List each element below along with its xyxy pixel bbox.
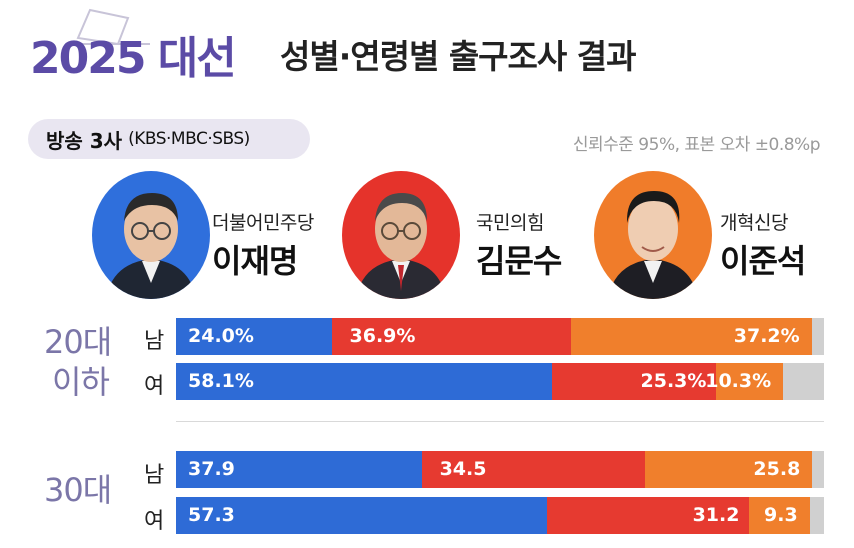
bar-segment-seg-kim-moonsoo: 25.3% [552,363,717,400]
data-label: 36.9% [349,325,416,347]
bar-segment-seg-lee-jaemyung: 37.9 [176,451,422,488]
candidate-photo-lee-jaemyung [92,171,210,299]
bar-row-30s-female: 57.3 31.2 9.3 [176,497,824,534]
age-group-20s-label: 20대 이하 [44,322,112,402]
broadcasters-badge: 방송 3사 (KBS·MBC·SBS) [28,119,310,159]
data-label: 31.2 [692,504,740,526]
bar-segment-seg-kim-moonsoo: 31.2 [547,497,750,534]
bar-row-20s-female: 58.1% 25.3% 10.3% [176,363,824,400]
candidate-3-party: 개혁신당 [720,212,788,234]
bar-row-20s-male: 24.0% 36.9% 37.2% [176,318,824,355]
age-group-20s-line1: 20대 [44,323,112,361]
candidate-3-name: 이준석 [720,242,806,280]
bar-segment-other [809,497,824,534]
data-label: 9.3 [764,504,798,526]
ballot-box-icon [72,8,150,46]
candidate-1-party: 더불어민주당 [212,212,314,234]
data-label: 58.1% [188,370,254,392]
page-subtitle: 성별·연령별 출구조사 결과 [280,37,636,76]
bar-segment-seg-lee-jaemyung: 57.3 [176,497,548,534]
candidate-1-name: 이재명 [212,242,298,280]
bar-segment-other [812,451,824,488]
candidate-2-name: 김문수 [476,242,562,280]
bar-segment-seg-kim-moonsoo: 36.9% [331,318,571,355]
data-label: 37.9 [188,458,235,480]
bar-segment-other [811,318,824,355]
margin-of-error-note: 신뢰수준 95%, 표본 오차 ±0.8%p [572,135,821,155]
bar-segment-seg-lee-jaemyung: 24.0% [176,318,332,355]
gender-label-male: 남 [144,463,165,488]
bar-segment-seg-lee-junseok: 25.8 [645,451,813,488]
gender-label-male: 남 [144,329,165,354]
gender-label-female: 여 [144,509,165,534]
broadcasters-list: (KBS·MBC·SBS) [128,129,250,149]
bar-segment-seg-lee-junseok: 37.2% [570,318,812,355]
data-label: 57.3 [188,504,235,526]
bar-segment-seg-lee-junseok: 10.3% [705,363,784,400]
data-label: 25.8 [753,458,801,480]
bar-segment-seg-lee-jaemyung: 58.1% [176,363,553,400]
data-label: 34.5 [439,458,487,480]
bar-segment-seg-lee-junseok: 9.3 [749,497,810,534]
candidate-photo-kim-moonsoo [342,171,460,299]
age-group-30s-label: 30대 [44,470,112,510]
data-label: 37.2% [733,325,800,347]
data-label: 24.0% [188,325,254,347]
bar-segment-seg-kim-moonsoo: 34.5 [421,451,646,488]
page-title: 2025 대선 [30,33,237,84]
candidate-2-party: 국민의힘 [476,212,544,234]
bar-segment-other [783,363,824,400]
group-divider [176,421,824,422]
data-label: 25.3% [640,370,707,392]
age-group-30s-line1: 30대 [44,471,112,509]
age-group-20s-line2: 이하 [52,363,110,401]
candidate-photo-lee-junseok [594,171,712,299]
broadcasters-label: 방송 3사 [46,128,123,153]
gender-label-female: 여 [144,374,165,399]
data-label: 10.3% [705,370,772,392]
bar-row-30s-male: 37.9 34.5 25.8 [176,451,824,488]
